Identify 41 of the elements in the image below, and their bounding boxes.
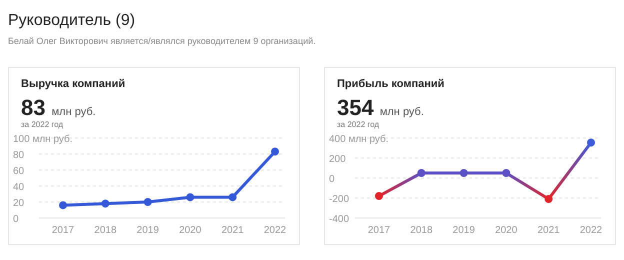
text: за 2022 год	[21, 120, 64, 129]
chart-title: Выручка компаний	[21, 78, 126, 90]
point	[587, 138, 595, 147]
point	[544, 195, 553, 203]
y-tick-label: 80	[13, 150, 25, 161]
text: Белай Олег Викторович является/являлся руководителем 9 организаций.	[8, 36, 316, 46]
x-tick-label: 2022	[580, 225, 603, 236]
point	[228, 193, 237, 202]
x-tick-label: 2020	[179, 225, 202, 236]
y-tick-label: 0	[329, 174, 335, 185]
y-tick-label: 20	[13, 198, 25, 209]
chart-title: Прибыль компаний	[337, 78, 444, 90]
y-tick-label: 200	[329, 154, 346, 165]
x-tick-label: 2018	[94, 225, 117, 236]
y-tick-label: 400 млн руб.	[329, 134, 389, 145]
x-tick-label: 2021	[221, 225, 244, 236]
point	[417, 169, 426, 177]
y-tick-label: -400	[329, 214, 350, 225]
point	[502, 169, 510, 177]
x-tick-label: 2018	[410, 225, 433, 236]
x-tick-label: 2020	[495, 225, 518, 236]
y-tick-label: 60	[13, 166, 25, 177]
text: Руководитель (9)	[8, 12, 136, 30]
x-tick-label: 2019	[452, 225, 476, 236]
point	[59, 201, 67, 210]
y-tick-label: 100 млн руб.	[13, 134, 73, 145]
x-tick-label: 2021	[537, 225, 560, 236]
point	[144, 198, 152, 206]
y-tick-label: 0	[13, 214, 19, 225]
y-tick-label: -200	[329, 194, 350, 205]
point	[460, 169, 468, 177]
point	[101, 200, 110, 208]
x-tick-label: 2017	[52, 225, 75, 236]
point	[271, 148, 279, 156]
text: за 2022 год	[337, 120, 380, 129]
x-tick-label: 2019	[136, 225, 160, 236]
point	[375, 192, 383, 200]
point	[186, 193, 194, 202]
x-tick-label: 2022	[264, 225, 287, 236]
y-tick-label: 40	[13, 182, 25, 193]
x-tick-label: 2017	[368, 225, 391, 236]
